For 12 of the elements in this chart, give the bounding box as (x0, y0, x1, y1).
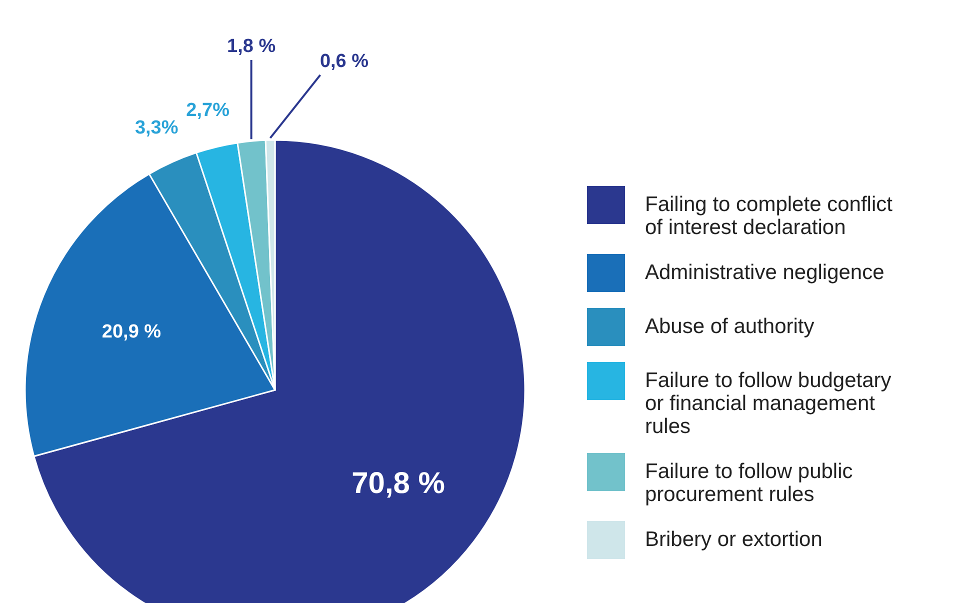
legend-label: Administrative negligence (645, 261, 884, 284)
legend-label: Failure to follow budgetary or financial management rules (645, 369, 892, 438)
data-label: 70,8 % (352, 466, 445, 500)
data-label: 3,3% (134, 117, 178, 138)
data-label: 1,8 % (227, 36, 276, 57)
data-label: 2,7% (186, 100, 230, 121)
data-label: 0,6 % (320, 51, 369, 72)
legend-label: Failure to follow public procurement rules (645, 460, 853, 506)
legend-label: Failing to complete conflict of interest declaration (645, 193, 893, 239)
data-label: 20,9 % (102, 321, 162, 342)
legend-label: Bribery or extortion (645, 528, 822, 551)
legend-label: Abuse of authority (645, 315, 815, 338)
